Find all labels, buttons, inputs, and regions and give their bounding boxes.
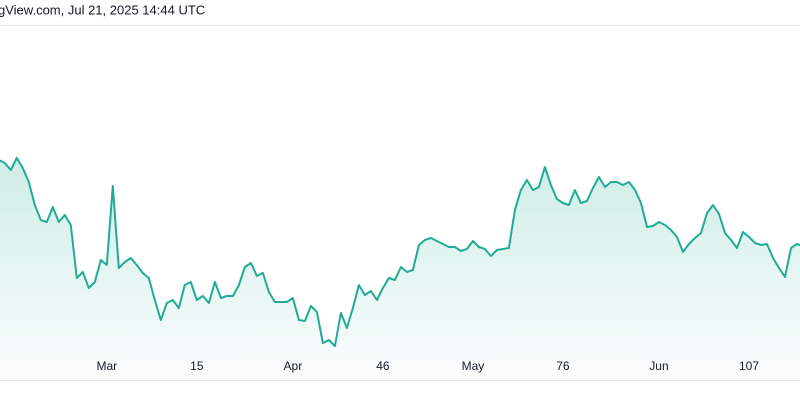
caption: gView.com, Jul 21, 2025 14:44 UTC [0, 2, 205, 17]
price-line [0, 157, 800, 347]
